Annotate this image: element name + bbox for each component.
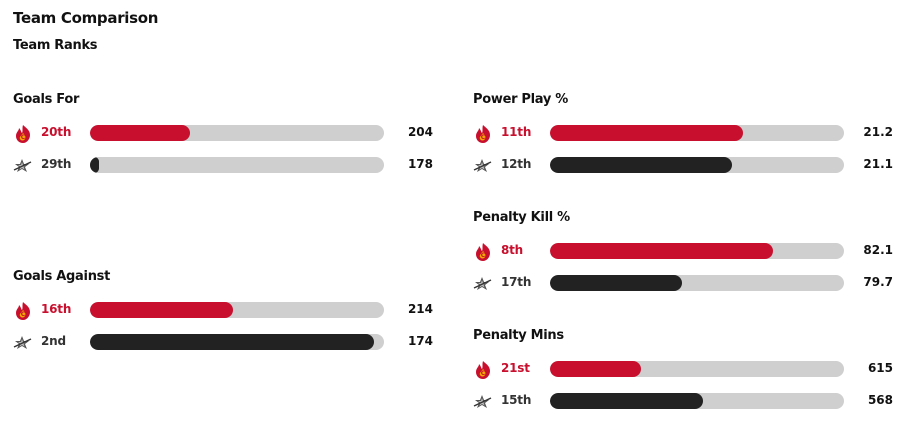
stat-goals-against: Goals Against C 16th 214 2nd 174 xyxy=(13,269,433,369)
stat-bar-fill xyxy=(550,243,774,259)
flames-logo-icon: C xyxy=(473,242,493,262)
team-rank: 29th xyxy=(41,157,72,171)
svg-text:C: C xyxy=(481,252,486,259)
team-row-calgary: C 16th 214 xyxy=(13,301,433,321)
stat-label: Goals For xyxy=(13,92,80,107)
stat-bar-track xyxy=(550,125,844,141)
stat-bar-fill xyxy=(90,334,374,350)
stat-value: 204 xyxy=(407,125,433,139)
stat-value: 79.7 xyxy=(863,275,893,289)
flames-logo-icon: C xyxy=(473,124,493,144)
svg-text:C: C xyxy=(481,370,486,377)
team-row-calgary: C 20th 204 xyxy=(13,124,433,144)
team-row-dallas: 12th 21.1 xyxy=(473,156,893,176)
stat-value: 21.1 xyxy=(863,157,893,171)
stat-bar-track xyxy=(550,393,844,409)
stat-bar-fill xyxy=(550,275,683,291)
stat-bar-track xyxy=(90,157,384,173)
svg-text:C: C xyxy=(21,311,26,318)
stat-goals-for: Goals For C 20th 204 29th 178 xyxy=(13,92,433,192)
stat-value: 174 xyxy=(407,334,433,348)
stat-bar-fill xyxy=(550,125,743,141)
section-subtitle: Team Ranks xyxy=(13,38,98,53)
stat-penalty-mins: Penalty Mins C 21st 615 15th 568 xyxy=(473,328,893,428)
flames-logo-icon: C xyxy=(13,301,33,321)
stat-bar-track xyxy=(550,361,844,377)
team-rank: 12th xyxy=(501,157,532,171)
svg-text:C: C xyxy=(21,134,26,141)
stat-bar-track xyxy=(550,243,844,259)
stars-logo-icon xyxy=(473,392,493,412)
page-title: Team Comparison xyxy=(13,9,159,27)
flames-logo-icon: C xyxy=(13,124,33,144)
team-row-dallas: 17th 79.7 xyxy=(473,274,893,294)
team-rank: 21st xyxy=(501,361,530,375)
stat-bar-fill xyxy=(550,361,642,377)
stat-penalty-kill: Penalty Kill % C 8th 82.1 17th 79.7 xyxy=(473,210,893,310)
team-rank: 2nd xyxy=(41,334,66,348)
stat-value: 82.1 xyxy=(863,243,893,257)
stat-bar-track xyxy=(550,275,844,291)
stat-bar-track xyxy=(550,157,844,173)
stars-logo-icon xyxy=(473,156,493,176)
team-rank: 16th xyxy=(41,302,72,316)
team-row-dallas: 2nd 174 xyxy=(13,333,433,353)
stat-value: 615 xyxy=(867,361,893,375)
flames-logo-icon: C xyxy=(473,360,493,380)
team-rank: 17th xyxy=(501,275,532,289)
team-rank: 20th xyxy=(41,125,72,139)
stat-bar-fill xyxy=(90,302,233,318)
stars-logo-icon xyxy=(13,333,33,353)
team-rank: 8th xyxy=(501,243,524,257)
team-row-dallas: 29th 178 xyxy=(13,156,433,176)
stars-logo-icon xyxy=(13,156,33,176)
stat-bar-fill xyxy=(90,157,99,173)
stat-label: Power Play % xyxy=(473,92,569,107)
stat-label: Penalty Mins xyxy=(473,328,564,343)
team-rank: 15th xyxy=(501,393,532,407)
team-row-calgary: C 8th 82.1 xyxy=(473,242,893,262)
stars-logo-icon xyxy=(473,274,493,294)
stat-value: 21.2 xyxy=(863,125,893,139)
stat-bar-fill xyxy=(550,393,703,409)
svg-text:C: C xyxy=(481,134,486,141)
stat-value: 214 xyxy=(407,302,433,316)
stat-bar-fill xyxy=(90,125,190,141)
stat-value: 178 xyxy=(407,157,433,171)
team-row-calgary: C 21st 615 xyxy=(473,360,893,380)
stat-bar-track xyxy=(90,125,384,141)
stat-power-play: Power Play % C 11th 21.2 12th 21.1 xyxy=(473,92,893,192)
team-row-calgary: C 11th 21.2 xyxy=(473,124,893,144)
team-row-dallas: 15th 568 xyxy=(473,392,893,412)
stat-label: Goals Against xyxy=(13,269,110,284)
team-rank: 11th xyxy=(501,125,532,139)
stat-value: 568 xyxy=(867,393,893,407)
stat-bar-track xyxy=(90,302,384,318)
stat-bar-fill xyxy=(550,157,733,173)
stat-label: Penalty Kill % xyxy=(473,210,570,225)
stat-bar-track xyxy=(90,334,384,350)
